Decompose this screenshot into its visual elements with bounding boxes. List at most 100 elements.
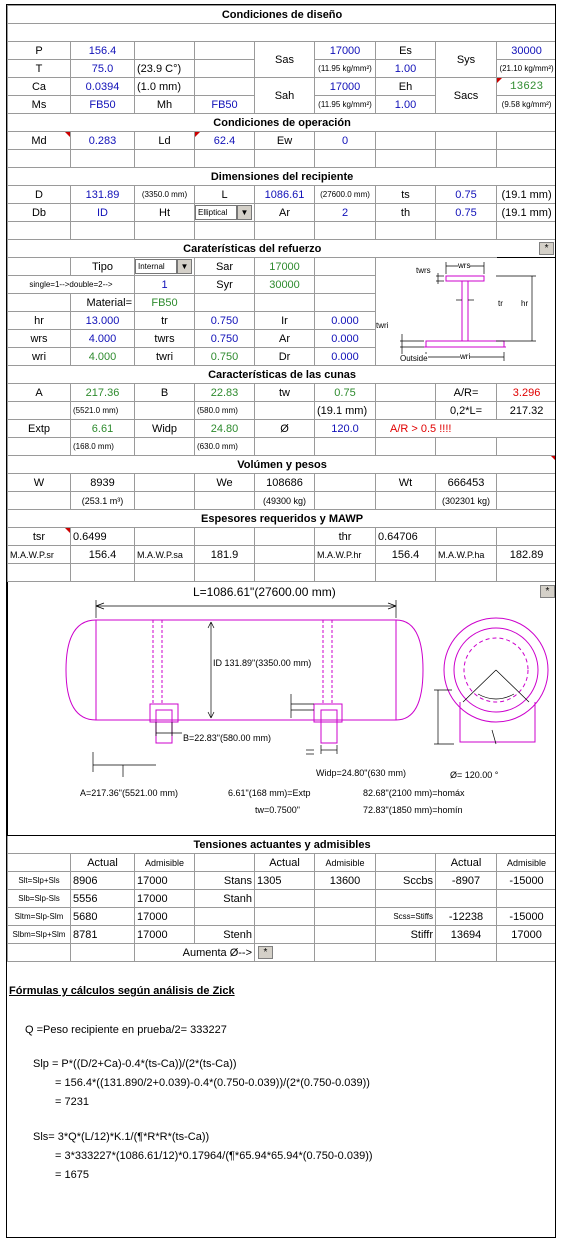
wt-label: Wt — [375, 473, 436, 492]
tw-mm: (19.1 mm) — [314, 401, 376, 420]
stiffr-label: Stiffr — [375, 925, 436, 944]
drawing-widp-label: Widp=24.80"(630 mm) — [316, 768, 406, 778]
thr-value: 0.64706 — [375, 527, 436, 546]
ar-value[interactable]: 2 — [314, 203, 376, 222]
eh-value[interactable]: 1.00 — [375, 95, 436, 114]
mawp-sa-value: 181.9 — [194, 545, 255, 564]
ts-label: ts — [375, 185, 436, 204]
drawing-macro-button[interactable]: * — [540, 585, 555, 598]
t-value[interactable]: 75.0 — [70, 59, 135, 78]
widp-value[interactable]: 24.80 — [194, 419, 255, 438]
db-value[interactable]: ID — [70, 203, 135, 222]
sah-value[interactable]: 17000 — [314, 77, 376, 96]
widp-label: Widp — [134, 419, 195, 438]
th-value[interactable]: 0.75 — [435, 203, 497, 222]
ms-value[interactable]: FB50 — [70, 95, 135, 114]
wrs-value[interactable]: 4.000 — [70, 329, 135, 348]
sas-value[interactable]: 17000 — [314, 41, 376, 60]
ar-ratio-value: 3.296 — [495, 383, 555, 402]
fig-twri-label: twri — [376, 321, 389, 330]
twrs-value[interactable]: 0.750 — [194, 329, 255, 348]
stiffener-macro-button[interactable]: * — [539, 242, 555, 255]
slt-actual: 8906 — [70, 871, 135, 890]
drawing-a-label: A=217.36"(5521.00 mm) — [80, 788, 179, 798]
ld-label: Ld — [134, 131, 195, 150]
ht-dropdown[interactable]: Elliptical ▼ — [194, 203, 255, 222]
sacs-label: Sacs — [435, 77, 497, 114]
ht-select-value[interactable]: Elliptical — [195, 205, 237, 220]
tw-value[interactable]: 0.75 — [314, 383, 376, 402]
mh-value[interactable]: FB50 — [194, 95, 255, 114]
ca-value[interactable]: 0.0394 — [70, 77, 135, 96]
chevron-down-icon[interactable]: ▼ — [237, 205, 252, 220]
drawing-homax-label: 82.68"(2100 mm)=homáx — [363, 788, 465, 798]
ar-stiff-value[interactable]: 0.000 — [314, 329, 376, 348]
aumenta-button[interactable]: * — [258, 946, 273, 959]
md-value[interactable]: 0.283 — [70, 131, 135, 150]
es-value[interactable]: 1.00 — [375, 59, 436, 78]
tipo-dropdown[interactable]: Internal ▼ — [134, 257, 195, 276]
widp-mm: (630.0 mm) — [194, 437, 255, 456]
we-kg: (49300 kg) — [254, 491, 315, 510]
chevron-down-icon[interactable]: ▼ — [177, 259, 192, 274]
material-value[interactable]: FB50 — [134, 293, 195, 312]
wrs-label: wrs — [7, 329, 71, 348]
b-value[interactable]: 22.83 — [194, 383, 255, 402]
stiffr-admisible: 17000 — [495, 925, 555, 944]
p-value[interactable]: 156.4 — [70, 41, 135, 60]
actual-col-1: Actual — [70, 853, 135, 872]
d-value[interactable]: 131.89 — [70, 185, 135, 204]
wt-value: 666453 — [435, 473, 497, 492]
slb-admisible: 17000 — [134, 889, 195, 908]
hr-label: hr — [7, 311, 71, 330]
ew-value[interactable]: 0 — [314, 131, 376, 150]
actual-col-2: Actual — [254, 853, 315, 872]
drawing-id-label: ID 131.89"(3350.00 mm) — [213, 658, 312, 668]
tr-value[interactable]: 0.750 — [194, 311, 255, 330]
slt-admisible: 17000 — [134, 871, 195, 890]
extp-value[interactable]: 6.61 — [70, 419, 135, 438]
p-label: P — [7, 41, 71, 60]
fig-hr-label: hr — [521, 299, 529, 308]
dr-value[interactable]: 0.000 — [314, 347, 376, 366]
drawing-length-label: L=1086.61"(27600.00 mm) — [193, 585, 336, 599]
l-value[interactable]: 1086.61 — [254, 185, 315, 204]
w-value: 8939 — [70, 473, 135, 492]
mawp-sr-label: M.A.W.P.sr — [7, 545, 71, 564]
t-celsius: (23.9 C°) — [134, 59, 195, 78]
tipo-select-value[interactable]: Internal — [135, 259, 177, 274]
sacs-value[interactable]: 13623 — [495, 77, 555, 96]
ld-value[interactable]: 62.4 — [194, 131, 255, 150]
ir-value[interactable]: 0.000 — [314, 311, 376, 330]
sys-value[interactable]: 30000 — [495, 41, 555, 60]
admisible-col-1: Admisible — [134, 853, 195, 872]
ca-mm: (1.0 mm) — [134, 77, 195, 96]
fig-twrs-label: twrs — [416, 266, 431, 275]
sls-result: = 1675 — [55, 1169, 89, 1181]
twri-value[interactable]: 0.750 — [194, 347, 255, 366]
wt-kg: (302301 kg) — [435, 491, 497, 510]
sys-kg: (21.10 kg/mm²) — [495, 59, 555, 78]
syr-value[interactable]: 30000 — [254, 275, 315, 294]
formulas-title: Fórmulas y cálculos según análisis de Zi… — [9, 985, 235, 997]
tw-label: tw — [254, 383, 315, 402]
ar-warning: A/R > 0.5 !!!! — [374, 419, 555, 438]
ew-label: Ew — [254, 131, 315, 150]
ts-value[interactable]: 0.75 — [435, 185, 497, 204]
extp-label: Extp — [7, 419, 71, 438]
sacs-kg: (9.58 kg/mm²) — [495, 95, 555, 114]
stiffener-header: Caraterísticas del refuerzo — [7, 239, 497, 258]
actual-col-3: Actual — [435, 853, 497, 872]
sar-value[interactable]: 17000 — [254, 257, 315, 276]
a-value[interactable]: 217.36 — [70, 383, 135, 402]
extp-mm: (168.0 mm) — [70, 437, 135, 456]
w-m3: (253.1 m³) — [70, 491, 135, 510]
hr-value[interactable]: 13.000 — [70, 311, 135, 330]
thr-label: thr — [314, 527, 376, 546]
phi-value[interactable]: 120.0 — [314, 419, 376, 438]
single-value[interactable]: 1 — [134, 275, 195, 294]
wri-value[interactable]: 4.000 — [70, 347, 135, 366]
saddle-header: Características de las cunas — [7, 365, 555, 384]
slp-formula: Slp = P*((D/2+Ca)-0.4*(ts-Ca))/(2*(ts-Ca… — [33, 1058, 237, 1070]
sas-kg: (11.95 kg/mm²) — [314, 59, 376, 78]
